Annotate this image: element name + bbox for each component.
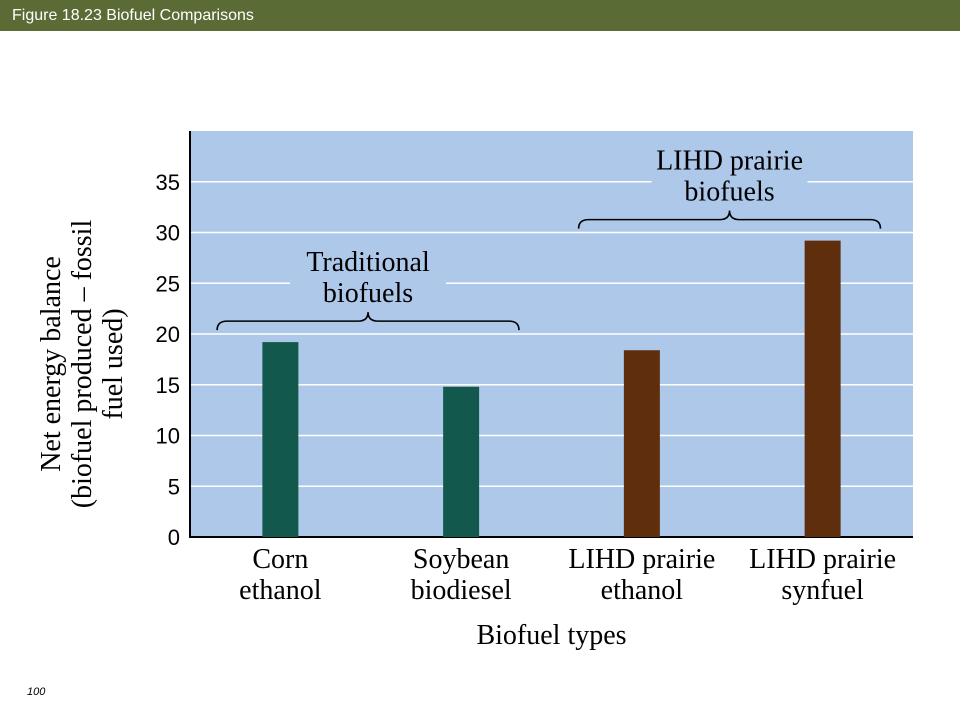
x-category-label: Corn (252, 544, 308, 575)
x-category-label: biodiesel (411, 575, 512, 606)
y-tick-label: 15 (156, 373, 180, 398)
y-tick-label: 10 (156, 424, 180, 449)
group-label: LIHD prairie (656, 146, 803, 177)
x-category-label: ethanol (239, 575, 322, 606)
y-tick-label: 0 (168, 525, 180, 550)
x-axis-title: Biofuel types (476, 620, 626, 651)
y-tick-label: 5 (168, 474, 180, 499)
group-label-bg (290, 245, 447, 312)
bar-0 (262, 342, 299, 537)
group-label-bg (651, 143, 808, 210)
x-category-label: LIHD prairie (749, 544, 896, 575)
y-tick-label: 30 (156, 221, 180, 246)
page-number: 100 (27, 686, 46, 698)
bar-1 (443, 386, 480, 537)
y-axis-title-line: (biofuel produced – fossil (67, 220, 98, 509)
y-tick-label: 20 (156, 322, 180, 347)
y-axis-title-line: fuel used) (98, 308, 129, 419)
bar-2 (623, 350, 660, 537)
x-category-label: synfuel (781, 575, 864, 606)
y-tick-label: 35 (156, 170, 180, 195)
x-category-label: ethanol (601, 575, 684, 606)
group-label: Traditional (306, 247, 430, 278)
group-label: biofuels (684, 177, 774, 208)
y-axis-title-line: Net energy balance (36, 256, 67, 472)
x-category-label: LIHD prairie (568, 544, 715, 575)
group-bracket-1 (577, 210, 882, 229)
y-axis-title: Net energy balance (biofuel produced – fo… (36, 220, 129, 509)
group-bracket-0 (216, 312, 520, 331)
y-tick-label: 25 (156, 271, 180, 296)
header-bar: Figure 18.23 Biofuel Comparisons (0, 0, 960, 31)
figure-title: Figure 18.23 Biofuel Comparisons (12, 7, 254, 24)
bar-3 (804, 240, 841, 537)
x-category-label: Soybean (413, 544, 509, 575)
group-label: biofuels (323, 278, 413, 309)
